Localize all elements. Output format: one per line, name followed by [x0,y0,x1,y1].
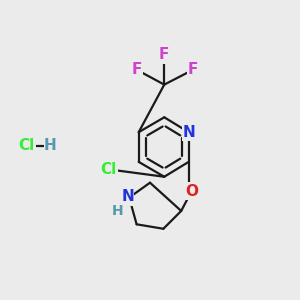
Text: Cl: Cl [100,162,116,177]
Text: H: H [112,204,123,218]
FancyBboxPatch shape [158,46,171,64]
FancyBboxPatch shape [111,202,124,220]
Text: F: F [131,62,142,77]
FancyBboxPatch shape [182,123,195,141]
Text: F: F [159,47,169,62]
Text: F: F [188,62,198,77]
FancyBboxPatch shape [185,182,198,200]
Text: O: O [185,184,198,199]
Text: N: N [121,190,134,205]
FancyBboxPatch shape [44,137,57,154]
FancyBboxPatch shape [121,188,134,206]
Text: N: N [182,125,195,140]
FancyBboxPatch shape [130,61,143,79]
Text: Cl: Cl [19,138,35,153]
FancyBboxPatch shape [187,61,200,79]
FancyBboxPatch shape [17,137,36,154]
FancyBboxPatch shape [99,160,118,178]
Text: H: H [44,138,57,153]
